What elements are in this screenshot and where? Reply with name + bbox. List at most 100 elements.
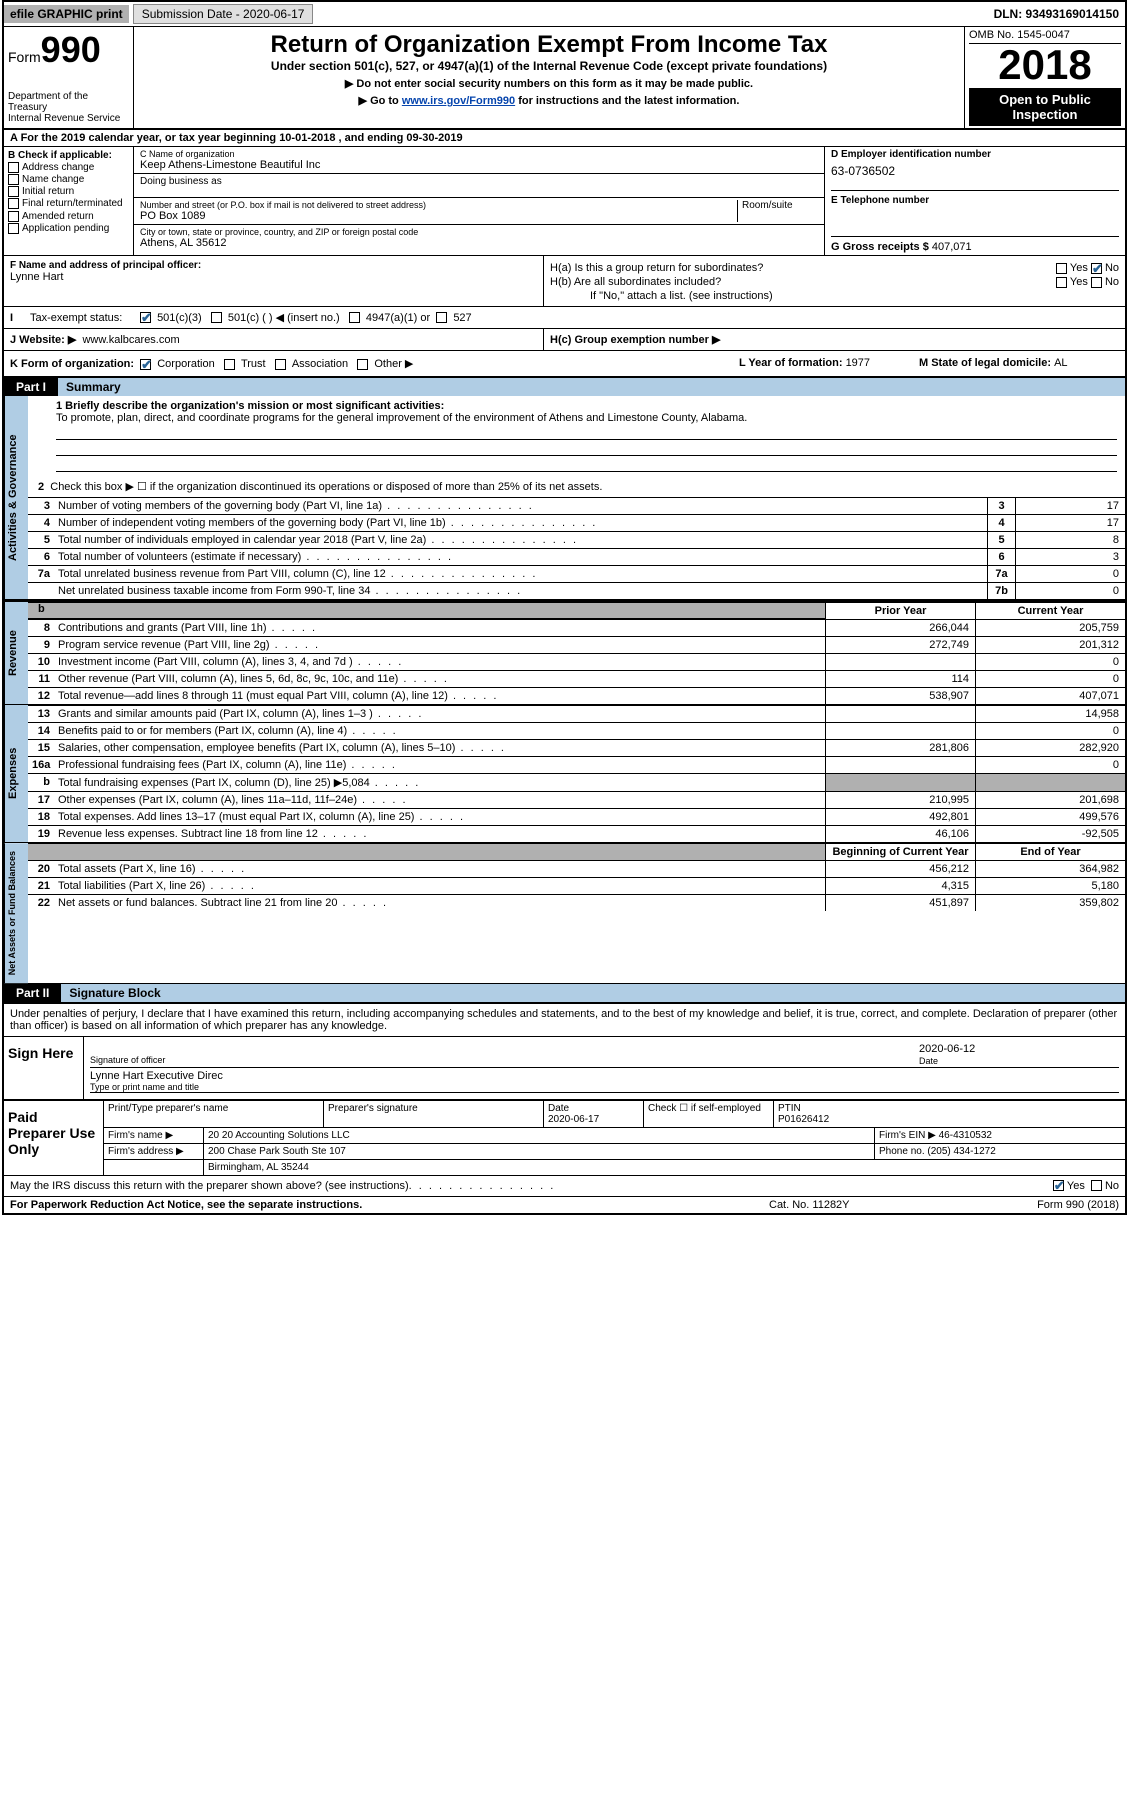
city: Athens, AL 35612 <box>140 237 818 249</box>
page-footer: For Paperwork Reduction Act Notice, see … <box>4 1196 1125 1213</box>
current-year-header: Current Year <box>975 603 1125 619</box>
tax-status-row: I Tax-exempt status: 501(c)(3) 501(c) ( … <box>4 307 1125 329</box>
form-number: 990 <box>41 29 101 70</box>
kml-row: K Form of organization: Corporation Trus… <box>4 351 1125 378</box>
line-4: 4Number of independent voting members of… <box>28 514 1125 531</box>
col-b: B Check if applicable: Address change Na… <box>4 147 134 255</box>
part1-header: Part I Summary <box>4 378 1125 396</box>
b-amended[interactable]: Amended return <box>8 211 129 222</box>
exp-line-b: bTotal fundraising expenses (Part IX, co… <box>28 773 1125 791</box>
hc: H(c) Group exemption number ▶ <box>544 329 1125 350</box>
tax-year: 2018 <box>969 44 1121 86</box>
line-7a: 7aTotal unrelated business revenue from … <box>28 565 1125 582</box>
exp-line-19: 19Revenue less expenses. Subtract line 1… <box>28 825 1125 842</box>
paid-label: Paid Preparer Use Only <box>4 1101 104 1175</box>
col-h: H(a) Is this a group return for subordin… <box>544 256 1125 306</box>
irs-link[interactable]: www.irs.gov/Form990 <box>402 95 515 107</box>
ts-501c3[interactable] <box>140 312 151 323</box>
exp-line-16a: 16aProfessional fundraising fees (Part I… <box>28 756 1125 773</box>
revenue-sidebar: Revenue <box>4 602 28 704</box>
part1-tab: Part I <box>4 378 58 396</box>
section-bcd: B Check if applicable: Address change Na… <box>4 147 1125 256</box>
mission-text: To promote, plan, direct, and coordinate… <box>56 412 747 424</box>
officer-name: Lynne Hart <box>10 271 537 283</box>
firm-addr1: 200 Chase Park South Ste 107 <box>204 1144 875 1159</box>
col-d: D Employer identification number 63-0736… <box>825 147 1125 255</box>
k-corp[interactable] <box>140 359 151 370</box>
submission-date-btn[interactable]: Submission Date - 2020-06-17 <box>133 4 314 24</box>
b-addr-change[interactable]: Address change <box>8 162 129 173</box>
discuss-yes[interactable] <box>1053 1180 1064 1191</box>
link-post: for instructions and the latest informat… <box>515 95 739 107</box>
street-label: Number and street (or P.O. box if mail i… <box>140 200 737 210</box>
note-ssn: ▶ Do not enter social security numbers o… <box>138 77 960 90</box>
link-pre: ▶ Go to <box>359 95 402 107</box>
street: PO Box 1089 <box>140 210 737 222</box>
hb-row: H(b) Are all subordinates included? Yes … <box>550 276 1119 288</box>
exp-line-18: 18Total expenses. Add lines 13–17 (must … <box>28 808 1125 825</box>
declaration: Under penalties of perjury, I declare th… <box>4 1004 1125 1036</box>
rev-line-8: 8Contributions and grants (Part VIII, li… <box>28 619 1125 636</box>
header-center: Return of Organization Exempt From Incom… <box>134 27 965 128</box>
k-trust[interactable] <box>224 359 235 370</box>
b-initial[interactable]: Initial return <box>8 186 129 197</box>
signature-block: Under penalties of perjury, I declare th… <box>4 1002 1125 1196</box>
addr-box: Number and street (or P.O. box if mail i… <box>134 198 824 225</box>
exp-line-17: 17Other expenses (Part IX, column (A), l… <box>28 791 1125 808</box>
note-link: ▶ Go to www.irs.gov/Form990 for instruct… <box>138 94 960 107</box>
b-pending[interactable]: Application pending <box>8 223 129 234</box>
ts-501c[interactable] <box>211 312 222 323</box>
f-label: F Name and address of principal officer: <box>10 260 537 271</box>
org-name-box: C Name of organization Keep Athens-Limes… <box>134 147 824 174</box>
open-public: Open to Public Inspection <box>969 88 1121 126</box>
exp-line-14: 14Benefits paid to or for members (Part … <box>28 722 1125 739</box>
city-label: City or town, state or province, country… <box>140 227 818 237</box>
k-other[interactable] <box>357 359 368 370</box>
header-right: OMB No. 1545-0047 2018 Open to Public In… <box>965 27 1125 128</box>
org-name: Keep Athens-Limestone Beautiful Inc <box>140 159 818 171</box>
rev-header: b Prior Year Current Year <box>28 602 1125 619</box>
ha-yes[interactable] <box>1056 263 1067 274</box>
form-ref: Form 990 (2018) <box>969 1199 1119 1211</box>
ha-row: H(a) Is this a group return for subordin… <box>550 262 1119 274</box>
net-line-22: 22Net assets or fund balances. Subtract … <box>28 894 1125 911</box>
self-employed-check[interactable]: Check ☐ if self-employed <box>644 1101 774 1127</box>
b-final[interactable]: Final return/terminated <box>8 198 129 209</box>
col-f: F Name and address of principal officer:… <box>4 256 544 306</box>
sign-here-label: Sign Here <box>4 1037 84 1099</box>
ts-4947[interactable] <box>349 312 360 323</box>
city-box: City or town, state or province, country… <box>134 225 824 251</box>
hb-no[interactable] <box>1091 277 1102 288</box>
ts-527[interactable] <box>436 312 447 323</box>
line-6: 6Total number of volunteers (estimate if… <box>28 548 1125 565</box>
begin-year-header: Beginning of Current Year <box>825 844 975 860</box>
k-assoc[interactable] <box>275 359 286 370</box>
net-line-21: 21Total liabilities (Part X, line 26)4,3… <box>28 877 1125 894</box>
activities-section: Activities & Governance 1 Briefly descri… <box>4 396 1125 600</box>
discuss-q: May the IRS discuss this return with the… <box>10 1180 409 1192</box>
hb-note: If "No," attach a list. (see instruction… <box>550 290 1119 302</box>
b-name-change[interactable]: Name change <box>8 174 129 185</box>
c-name-label: C Name of organization <box>140 149 818 159</box>
website-row: J Website: ▶ www.kalbcares.com H(c) Grou… <box>4 329 1125 351</box>
mission-box: 1 Briefly describe the organization's mi… <box>28 396 1125 476</box>
room-label: Room/suite <box>738 200 818 222</box>
discuss-no[interactable] <box>1091 1180 1102 1191</box>
gross-receipts: G Gross receipts $ 407,071 <box>831 236 1119 253</box>
ha-no[interactable] <box>1091 263 1102 274</box>
hb-yes[interactable] <box>1056 277 1067 288</box>
revenue-section: Revenue b Prior Year Current Year 8Contr… <box>4 600 1125 705</box>
dba-box: Doing business as <box>134 174 824 198</box>
expenses-sidebar: Expenses <box>4 705 28 842</box>
ein-label: D Employer identification number <box>831 149 1119 160</box>
part2-tab: Part II <box>4 984 61 1002</box>
form-subtitle: Under section 501(c), 527, or 4947(a)(1)… <box>138 59 960 73</box>
dba-label: Doing business as <box>140 176 818 187</box>
header-left: Form990 Department of the Treasury Inter… <box>4 27 134 128</box>
exp-line-13: 13Grants and similar amounts paid (Part … <box>28 705 1125 722</box>
form-header: Form990 Department of the Treasury Inter… <box>4 27 1125 130</box>
end-year-header: End of Year <box>975 844 1125 860</box>
efile-label: efile GRAPHIC print <box>4 5 129 23</box>
net-header: Beginning of Current Year End of Year <box>28 843 1125 860</box>
b-label: B Check if applicable: <box>8 150 129 161</box>
